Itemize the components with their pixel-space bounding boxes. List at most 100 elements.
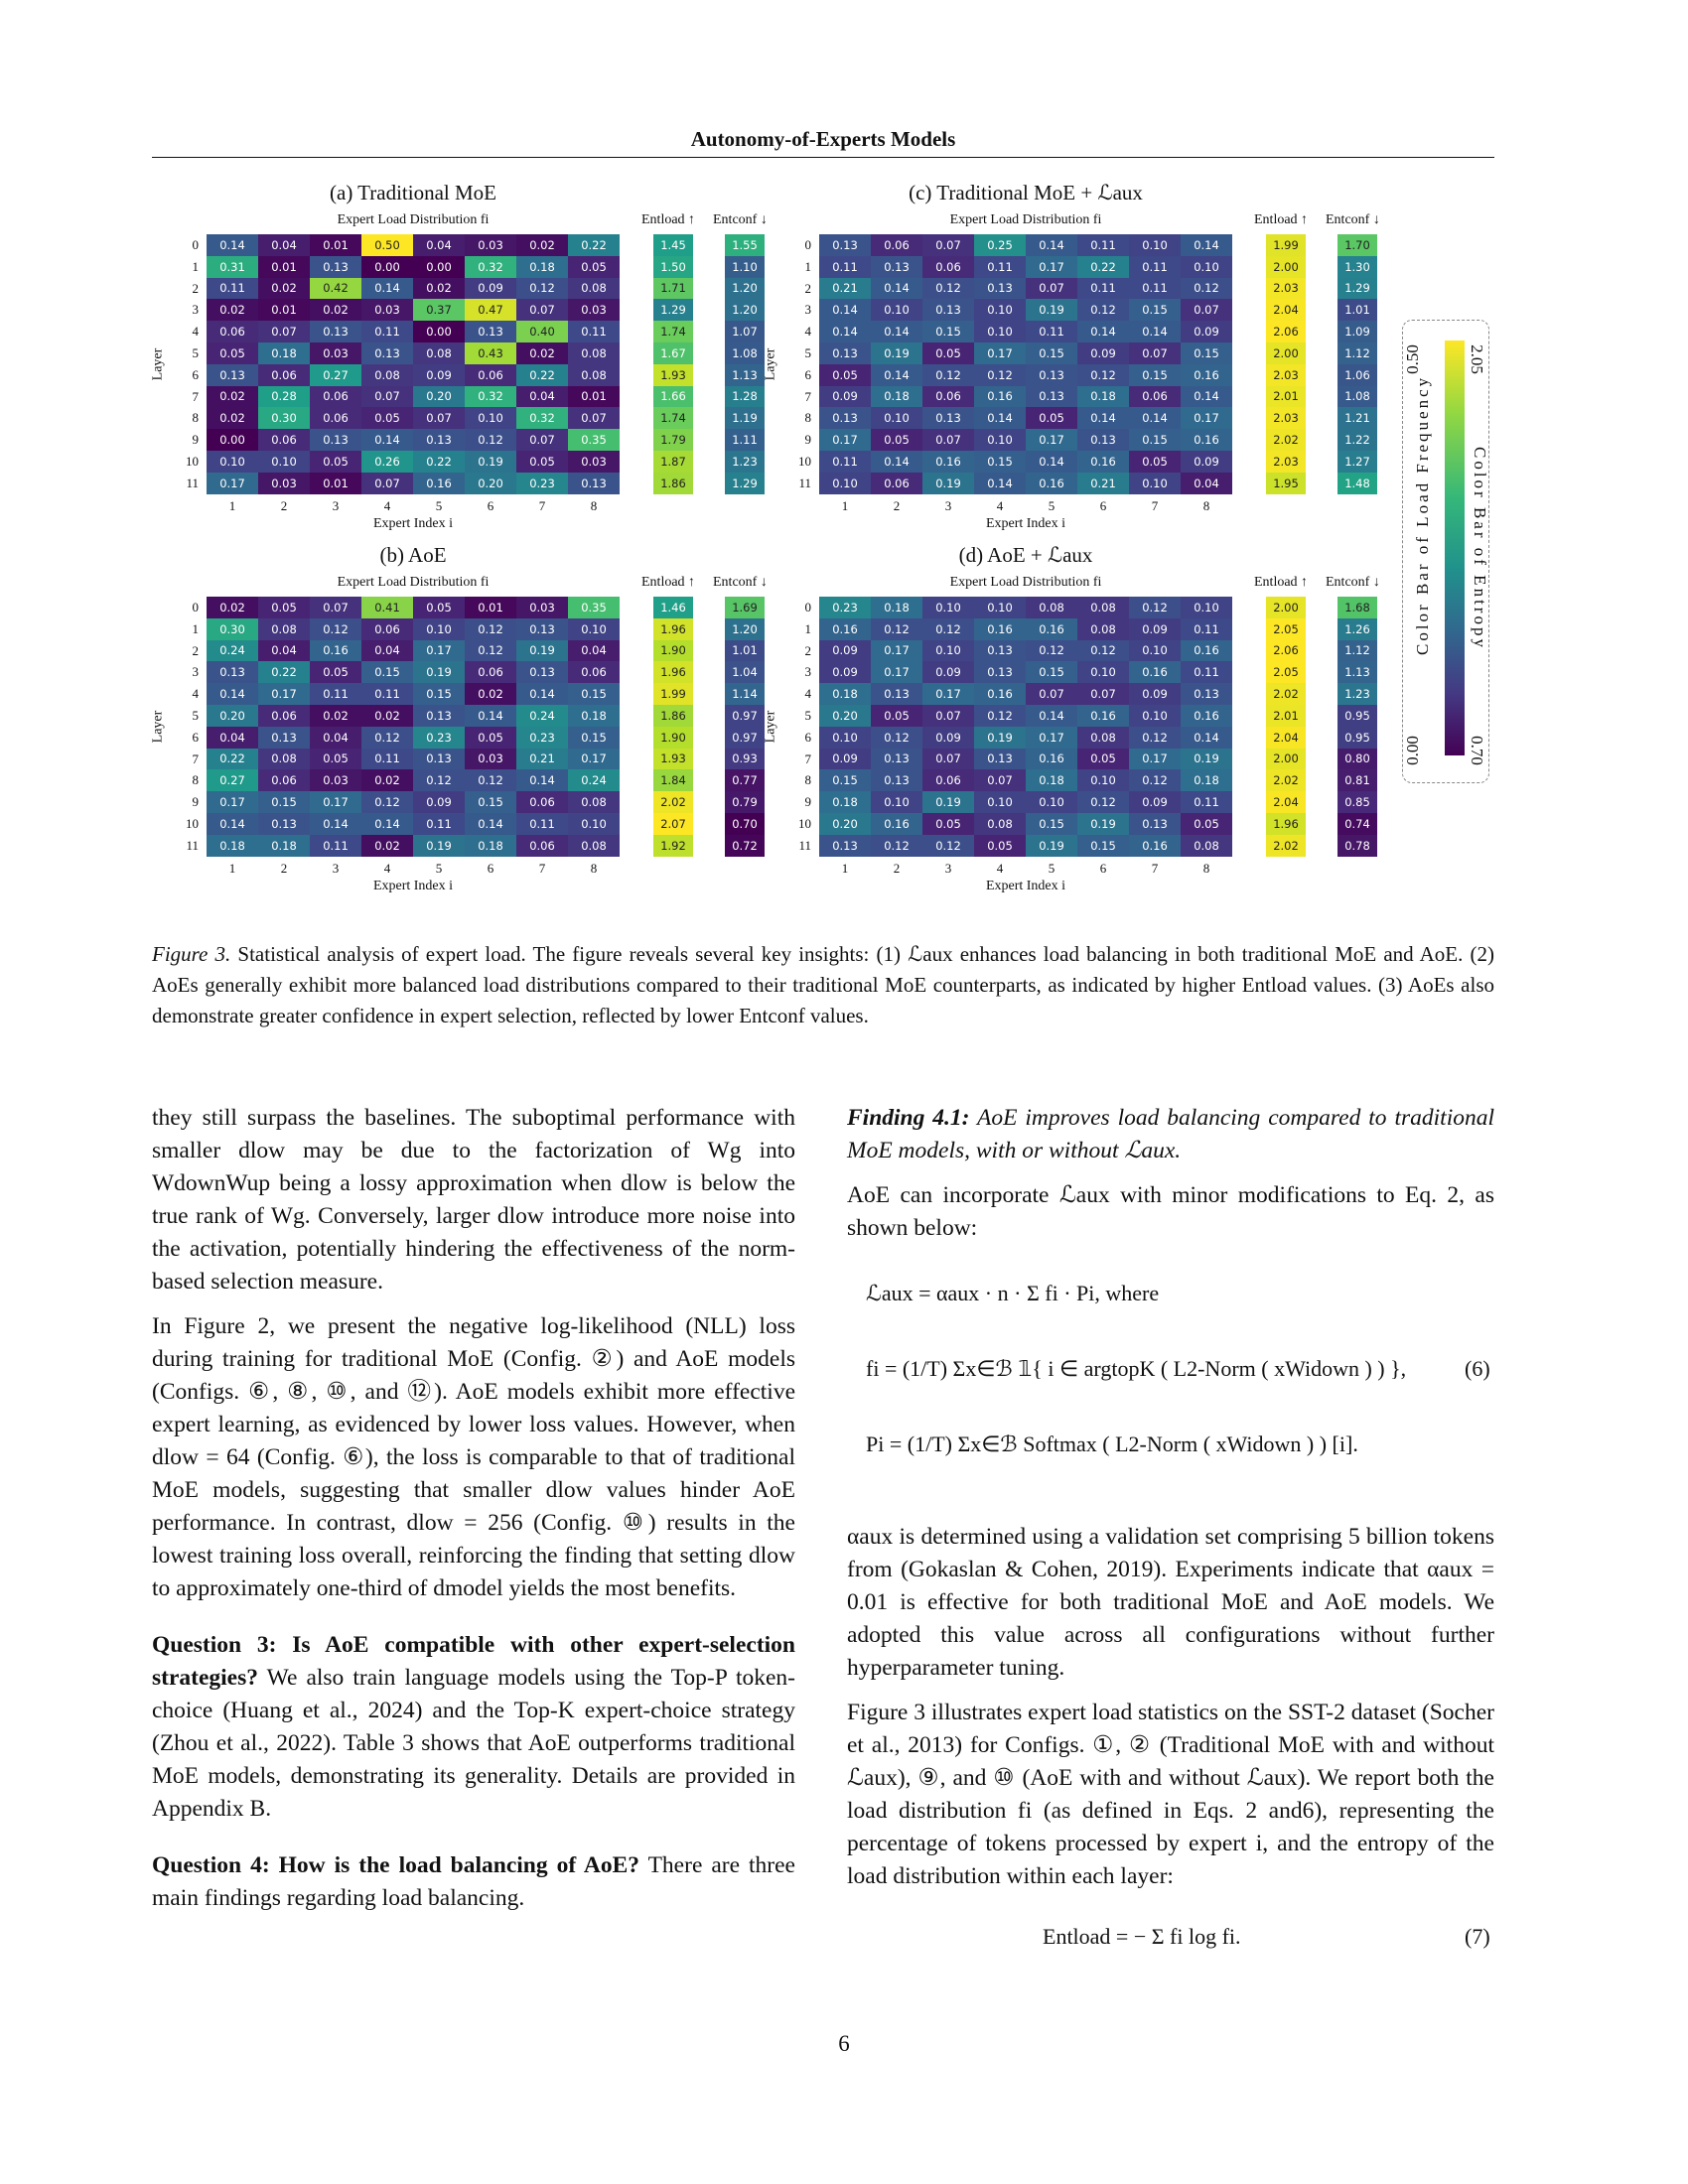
finding-heading: Finding 4.1: xyxy=(847,1105,970,1131)
ent-conf-cell: 1.20 xyxy=(725,617,765,640)
heatmap-cell: 0.14 xyxy=(310,812,361,835)
heatmap-cell: 0.07 xyxy=(1129,341,1181,364)
layer-tick-label: 4 xyxy=(804,324,812,340)
heatmap-cell: 0.02 xyxy=(465,683,516,705)
heatmap-cell: 0.07 xyxy=(922,704,974,727)
heatmap-cell: 0.16 xyxy=(413,472,465,494)
heatmap-cell: 0.10 xyxy=(1129,472,1181,494)
heatmap-cell: 0.12 xyxy=(1129,726,1181,749)
ent-load-cell: 1.95 xyxy=(1266,472,1306,494)
heatmap-cell: 0.15 xyxy=(1129,299,1181,322)
heatmap-cell: 0.15 xyxy=(361,661,413,684)
heatmap-cell: 0.25 xyxy=(974,234,1026,256)
layer-tick-label: 9 xyxy=(804,794,812,810)
ent-load-column: 1.99 2.00 2.03 2.04 2.06 2.00 2.03 2.01 2.03 2.02… xyxy=(1266,234,1306,494)
heatmap-cell: 0.19 xyxy=(922,472,974,494)
heatmap-cell: 0.15 xyxy=(1026,661,1077,684)
heatmap-cell: 0.06 xyxy=(207,321,258,342)
heatmap-cell: 0.01 xyxy=(568,385,620,408)
ent-conf-cell: 0.95 xyxy=(1337,726,1377,749)
ent-conf-cell: 1.26 xyxy=(1337,617,1377,640)
heatmap-cell: 0.09 xyxy=(819,661,871,684)
panel-title: (b) AoE xyxy=(379,543,447,567)
heatmap-cell: 0.13 xyxy=(1026,363,1077,386)
heatmap-cell: 0.02 xyxy=(207,407,258,430)
heatmap-cell: 0.13 xyxy=(310,429,361,451)
heatmap-cell: 0.13 xyxy=(1077,429,1129,451)
heatmap-cell: 0.08 xyxy=(258,748,310,770)
layer-tick-label: 7 xyxy=(192,388,200,404)
heatmap-cell: 0.17 xyxy=(258,683,310,705)
heatmap-cell: 0.14 xyxy=(516,683,568,705)
heatmap-cell: 0.12 xyxy=(1077,299,1129,322)
heatmap-cell: 0.23 xyxy=(516,472,568,494)
right-paragraph-2: αaux is determined using a validation se… xyxy=(847,1524,1494,1681)
heatmap-cell: 0.09 xyxy=(1129,791,1181,813)
heatmap-cell: 0.13 xyxy=(974,639,1026,662)
ent-conf-header: Entconf ↓ xyxy=(1326,212,1380,227)
heatmap-cell: 0.07 xyxy=(1026,683,1077,705)
heatmap-cell: 0.11 xyxy=(1077,277,1129,300)
layer-tick-label: 4 xyxy=(192,324,200,340)
heatmap-cell: 0.06 xyxy=(258,363,310,386)
expert-tick-label: 6 xyxy=(487,497,494,513)
panel-subtitle: Expert Load Distribution fi xyxy=(949,212,1102,227)
heatmap-cell: 0.15 xyxy=(258,791,310,813)
heatmap-cell: 0.12 xyxy=(1026,639,1077,662)
heatmap-cell: 0.01 xyxy=(310,234,361,256)
heatmap-cell: 0.18 xyxy=(819,683,871,705)
panel-title: (a) Traditional MoE xyxy=(330,181,496,205)
layer-tick-label: 9 xyxy=(804,432,812,448)
heatmap-cell: 0.13 xyxy=(1026,385,1077,408)
ent-conf-cell: 1.21 xyxy=(1337,407,1377,430)
heatmap-cell: 0.11 xyxy=(207,277,258,300)
heatmap-cell: 0.17 xyxy=(871,661,922,684)
heatmap-cell: 0.32 xyxy=(465,255,516,278)
ent-conf-cell: 1.70 xyxy=(1337,234,1377,256)
heatmap-cell: 0.42 xyxy=(310,277,361,300)
layer-tick-label: 7 xyxy=(804,388,812,404)
ent-load-header: Entload ↑ xyxy=(1254,212,1309,227)
heatmap-cell: 0.41 xyxy=(361,597,413,618)
layer-tick-label: 0 xyxy=(804,600,812,614)
heatmap-cell: 0.10 xyxy=(1181,255,1232,278)
heatmap-cell: 0.11 xyxy=(1129,255,1181,278)
ent-conf-cell: 1.69 xyxy=(725,597,765,618)
layer-tick-label: 6 xyxy=(192,729,200,745)
heatmap-cell: 0.22 xyxy=(413,450,465,473)
expert-tick-label: 8 xyxy=(590,860,598,876)
heatmap-cell: 0.11 xyxy=(516,812,568,835)
ent-load-cell: 1.74 xyxy=(653,321,693,342)
ent-conf-cell: 1.19 xyxy=(725,407,765,430)
ent-conf-cell: 0.72 xyxy=(725,834,765,857)
heatmap-cell: 0.17 xyxy=(310,791,361,813)
ent-conf-cell: 1.07 xyxy=(725,321,765,342)
heatmap-cell: 0.15 xyxy=(1077,834,1129,857)
heatmap-cell: 0.08 xyxy=(1077,726,1129,749)
heatmap-cell: 0.07 xyxy=(1026,277,1077,300)
layer-tick-label: 1 xyxy=(192,258,200,274)
heatmap-cell: 0.16 xyxy=(1129,834,1181,857)
heatmap-cell: 0.13 xyxy=(207,661,258,684)
heatmap-cell: 0.02 xyxy=(207,385,258,408)
ent-load-cell: 1.66 xyxy=(653,385,693,408)
heatmap-cell: 0.01 xyxy=(258,255,310,278)
heatmap-cell: 0.05 xyxy=(465,726,516,749)
heatmap-cell: 0.16 xyxy=(1026,617,1077,640)
expert-tick-label: 4 xyxy=(383,860,391,876)
heatmap-cell: 0.12 xyxy=(871,617,922,640)
heatmap-cell: 0.05 xyxy=(819,363,871,386)
heatmap-cell: 0.10 xyxy=(974,299,1026,322)
heatmap-cell: 0.24 xyxy=(207,639,258,662)
heatmap-cell: 0.06 xyxy=(310,407,361,430)
ent-conf-cell: 0.93 xyxy=(725,748,765,770)
heatmap-cell: 0.15 xyxy=(1129,429,1181,451)
ent-load-cell: 1.46 xyxy=(653,597,693,618)
heatmap-cell: 0.08 xyxy=(568,834,620,857)
heatmap-cell: 0.10 xyxy=(568,812,620,835)
heatmap-cell: 0.17 xyxy=(819,429,871,451)
heatmap-cell: 0.15 xyxy=(1181,341,1232,364)
question-4-heading: Question 4: How is the load balancing of… xyxy=(152,1852,640,1878)
layer-tick-label: 2 xyxy=(804,642,812,658)
heatmap-cell: 0.04 xyxy=(258,639,310,662)
